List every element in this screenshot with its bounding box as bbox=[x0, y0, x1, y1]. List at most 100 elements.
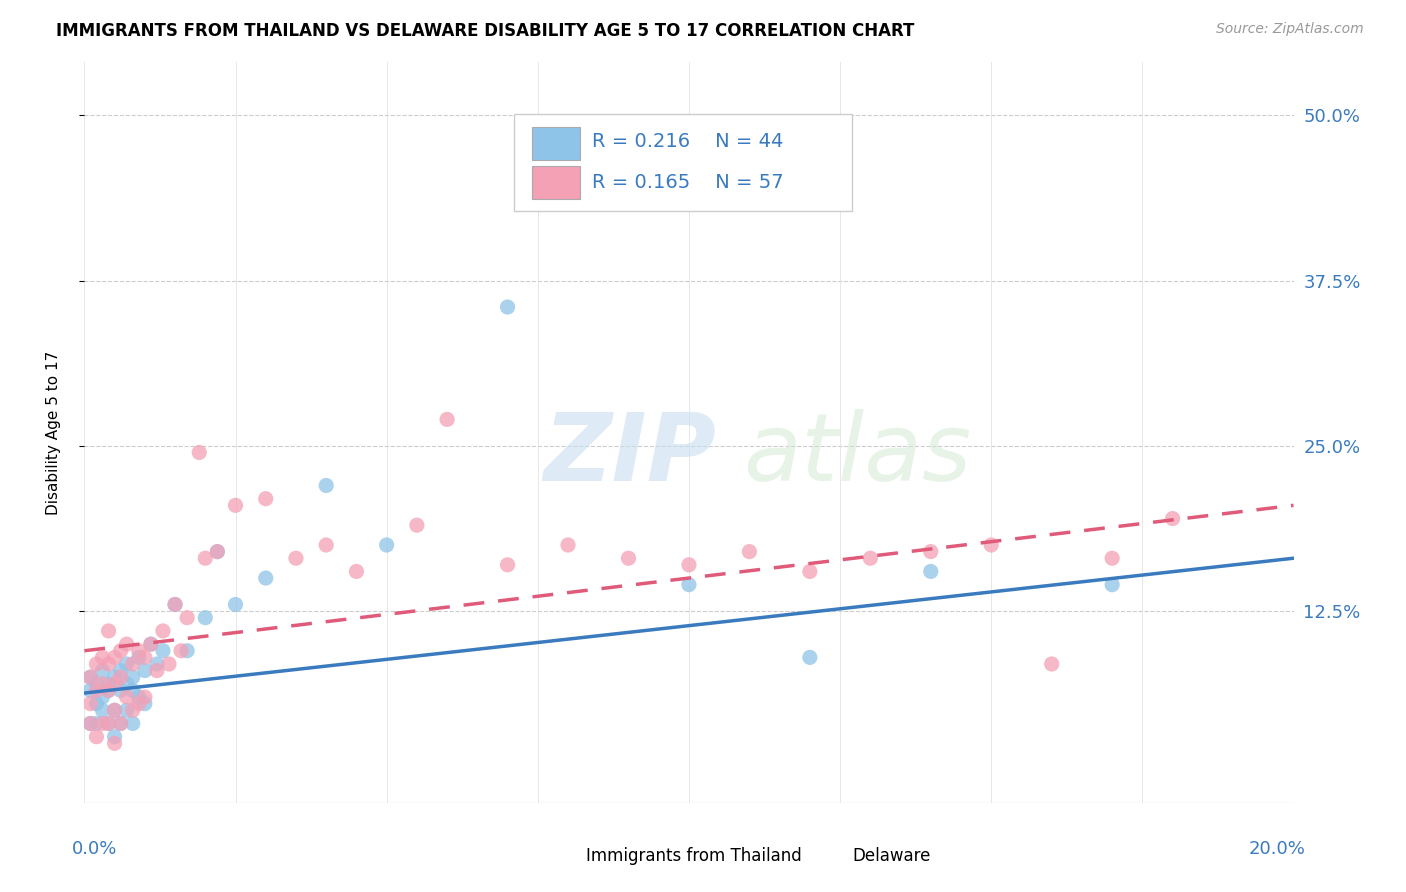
Point bbox=[406, 518, 429, 533]
Point bbox=[139, 637, 162, 651]
Point bbox=[496, 300, 519, 314]
Point bbox=[207, 544, 229, 558]
Point bbox=[134, 664, 156, 678]
Point bbox=[115, 637, 138, 651]
Text: Immigrants from Thailand: Immigrants from Thailand bbox=[586, 847, 801, 865]
Point bbox=[1101, 551, 1123, 566]
Point bbox=[121, 683, 143, 698]
Point bbox=[128, 644, 150, 658]
Text: R = 0.165    N = 57: R = 0.165 N = 57 bbox=[592, 173, 783, 192]
Point bbox=[104, 736, 127, 750]
Point bbox=[157, 657, 180, 671]
Point bbox=[79, 683, 101, 698]
Point bbox=[194, 551, 217, 566]
Point bbox=[97, 624, 120, 638]
Point bbox=[110, 644, 132, 658]
Point bbox=[104, 650, 127, 665]
Point bbox=[97, 716, 120, 731]
Point bbox=[110, 683, 132, 698]
Text: R = 0.216    N = 44: R = 0.216 N = 44 bbox=[592, 132, 783, 151]
Point bbox=[859, 551, 882, 566]
Bar bbox=[810, 845, 841, 867]
Text: 20.0%: 20.0% bbox=[1249, 840, 1306, 858]
Point bbox=[115, 677, 138, 691]
Point bbox=[799, 565, 821, 579]
Point bbox=[176, 644, 198, 658]
Point bbox=[799, 650, 821, 665]
Point bbox=[496, 558, 519, 572]
Y-axis label: Disability Age 5 to 17: Disability Age 5 to 17 bbox=[46, 351, 60, 515]
Point bbox=[97, 716, 120, 731]
Point bbox=[79, 716, 101, 731]
Point bbox=[315, 478, 337, 492]
Point bbox=[225, 499, 247, 513]
Point bbox=[91, 690, 114, 704]
Point bbox=[97, 683, 120, 698]
Bar bbox=[531, 127, 581, 161]
Point bbox=[285, 551, 308, 566]
Point bbox=[165, 598, 187, 612]
Point bbox=[86, 730, 108, 744]
Point bbox=[170, 644, 193, 658]
Point bbox=[121, 670, 143, 684]
Point bbox=[1101, 577, 1123, 591]
Point bbox=[97, 677, 120, 691]
Point bbox=[139, 637, 162, 651]
Point bbox=[79, 670, 101, 684]
Point bbox=[110, 716, 132, 731]
Point bbox=[121, 716, 143, 731]
Point bbox=[86, 697, 108, 711]
Point bbox=[110, 664, 132, 678]
Text: IMMIGRANTS FROM THAILAND VS DELAWARE DISABILITY AGE 5 TO 17 CORRELATION CHART: IMMIGRANTS FROM THAILAND VS DELAWARE DIS… bbox=[56, 22, 915, 40]
Point bbox=[134, 690, 156, 704]
Point bbox=[152, 644, 174, 658]
Point bbox=[91, 650, 114, 665]
Point bbox=[678, 577, 700, 591]
Point bbox=[104, 730, 127, 744]
Point bbox=[104, 677, 127, 691]
Point bbox=[225, 598, 247, 612]
Point bbox=[91, 703, 114, 717]
Point bbox=[134, 650, 156, 665]
Point bbox=[146, 664, 169, 678]
Point bbox=[254, 571, 277, 585]
Point bbox=[146, 657, 169, 671]
Bar bbox=[531, 166, 581, 200]
Point bbox=[91, 677, 114, 691]
Point bbox=[1040, 657, 1063, 671]
Point bbox=[121, 657, 143, 671]
Point bbox=[254, 491, 277, 506]
Point bbox=[194, 611, 217, 625]
Point bbox=[128, 690, 150, 704]
Text: ZIP: ZIP bbox=[544, 409, 717, 500]
Point bbox=[176, 611, 198, 625]
Point bbox=[920, 544, 942, 558]
Point bbox=[115, 690, 138, 704]
Point bbox=[121, 703, 143, 717]
Point bbox=[152, 624, 174, 638]
Point bbox=[165, 598, 187, 612]
Bar bbox=[544, 845, 574, 867]
Point bbox=[79, 670, 101, 684]
Point bbox=[346, 565, 368, 579]
Point bbox=[91, 664, 114, 678]
Point bbox=[79, 697, 101, 711]
Text: Source: ZipAtlas.com: Source: ZipAtlas.com bbox=[1216, 22, 1364, 37]
Point bbox=[128, 697, 150, 711]
Point bbox=[115, 657, 138, 671]
Point bbox=[91, 716, 114, 731]
Point bbox=[207, 544, 229, 558]
Point bbox=[188, 445, 211, 459]
Point bbox=[110, 716, 132, 731]
Point bbox=[97, 657, 120, 671]
Text: Delaware: Delaware bbox=[852, 847, 931, 865]
Point bbox=[920, 565, 942, 579]
Point bbox=[375, 538, 398, 552]
Point bbox=[104, 703, 127, 717]
Point bbox=[436, 412, 458, 426]
Point bbox=[980, 538, 1002, 552]
Point bbox=[79, 716, 101, 731]
Bar bbox=[513, 114, 852, 211]
Point bbox=[315, 538, 337, 552]
Point bbox=[86, 683, 108, 698]
